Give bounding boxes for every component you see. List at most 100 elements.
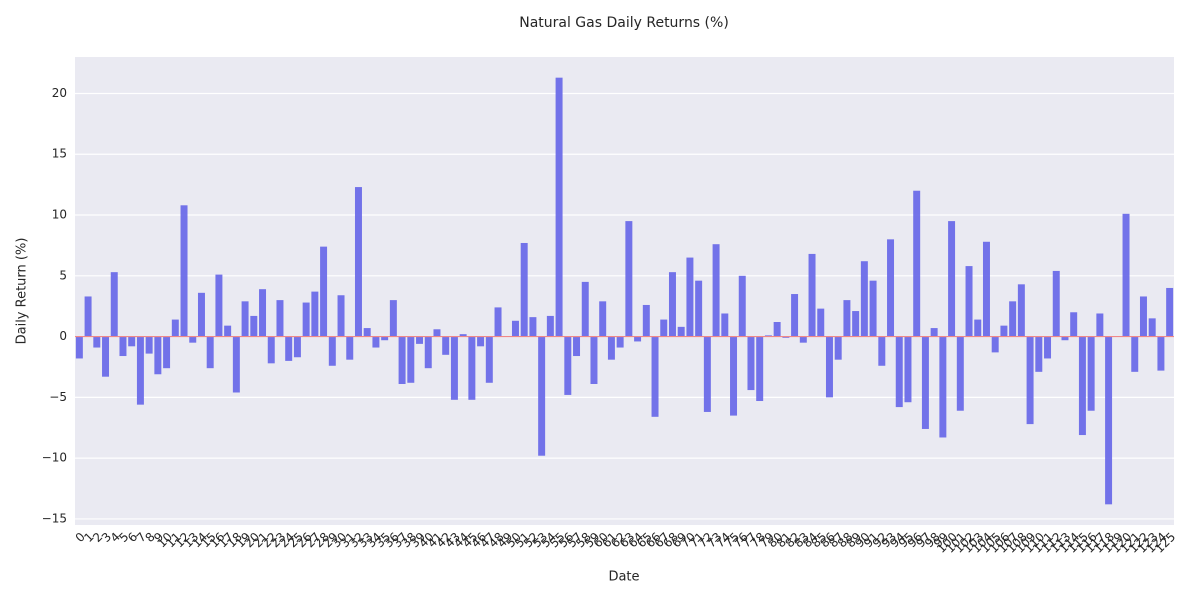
bar bbox=[241, 301, 249, 337]
bar bbox=[346, 336, 354, 360]
bar bbox=[154, 336, 162, 375]
bar bbox=[607, 336, 615, 360]
y-tick-label: −10 bbox=[42, 451, 67, 465]
bar bbox=[974, 319, 982, 337]
bar bbox=[259, 289, 267, 337]
bar bbox=[311, 291, 319, 337]
bar bbox=[328, 336, 336, 366]
bar bbox=[1070, 312, 1078, 337]
bar bbox=[799, 336, 807, 343]
bar bbox=[1052, 270, 1060, 337]
bar bbox=[224, 325, 232, 337]
bar bbox=[1087, 336, 1095, 411]
bar bbox=[450, 336, 458, 400]
bar bbox=[852, 311, 860, 337]
bar bbox=[511, 320, 519, 337]
bar bbox=[1139, 296, 1147, 337]
bar bbox=[1017, 284, 1025, 337]
bar bbox=[1035, 336, 1043, 372]
bar bbox=[764, 335, 772, 337]
bar bbox=[267, 336, 275, 364]
bar bbox=[320, 246, 328, 337]
bar bbox=[660, 319, 668, 337]
bar bbox=[930, 328, 938, 337]
bar bbox=[1026, 336, 1034, 425]
bar bbox=[1009, 301, 1017, 337]
bar bbox=[206, 336, 214, 369]
bar bbox=[171, 319, 179, 337]
bar bbox=[860, 261, 868, 337]
bar bbox=[773, 321, 781, 337]
bar bbox=[197, 292, 205, 337]
bar bbox=[337, 295, 345, 337]
bar bbox=[1096, 313, 1104, 337]
bar bbox=[215, 274, 223, 337]
bar bbox=[1122, 213, 1130, 337]
y-tick-label: −5 bbox=[49, 390, 67, 404]
bar bbox=[433, 329, 441, 337]
bar bbox=[887, 239, 895, 337]
bar bbox=[982, 241, 990, 337]
bar bbox=[677, 326, 685, 337]
bar bbox=[1061, 336, 1069, 341]
bar bbox=[555, 77, 563, 337]
bar bbox=[616, 336, 624, 348]
bar bbox=[145, 336, 153, 354]
bar bbox=[442, 336, 450, 355]
bar bbox=[110, 272, 118, 337]
bar bbox=[398, 336, 406, 384]
bar bbox=[564, 336, 572, 395]
bar bbox=[128, 336, 136, 347]
bar bbox=[939, 336, 947, 438]
bar bbox=[1000, 325, 1008, 337]
bar bbox=[520, 242, 528, 337]
bar bbox=[1105, 336, 1113, 505]
bar bbox=[1166, 287, 1174, 337]
bar bbox=[712, 244, 720, 337]
bar bbox=[721, 313, 729, 337]
bar bbox=[485, 336, 493, 383]
x-axis-label: Date bbox=[608, 570, 639, 585]
bar bbox=[232, 336, 240, 393]
bar bbox=[695, 280, 703, 337]
bar bbox=[730, 336, 738, 416]
bar bbox=[546, 315, 554, 337]
y-tick-label: 15 bbox=[52, 147, 67, 161]
bar bbox=[869, 280, 877, 337]
bar bbox=[599, 301, 607, 337]
bar bbox=[136, 336, 144, 405]
bar bbox=[808, 253, 816, 337]
bar bbox=[424, 336, 432, 369]
bar bbox=[477, 336, 485, 347]
y-axis-label: Daily Return (%) bbox=[15, 238, 30, 345]
bar bbox=[581, 281, 589, 337]
bar bbox=[102, 336, 110, 377]
bar bbox=[686, 257, 694, 337]
bar bbox=[878, 336, 886, 366]
bar bbox=[642, 304, 650, 337]
bar bbox=[913, 190, 921, 337]
bar bbox=[363, 328, 371, 337]
bar bbox=[302, 302, 310, 337]
bar bbox=[75, 336, 83, 359]
bar bbox=[1131, 336, 1139, 372]
bar bbox=[180, 205, 188, 337]
bar bbox=[634, 336, 642, 342]
bar bbox=[843, 300, 851, 337]
bar bbox=[276, 300, 284, 337]
bar bbox=[354, 187, 362, 337]
y-tick-label: 20 bbox=[52, 86, 67, 100]
bar bbox=[468, 336, 476, 400]
bar bbox=[965, 266, 973, 337]
y-tick-label: 0 bbox=[59, 329, 67, 343]
bar bbox=[703, 336, 711, 412]
bar bbox=[285, 336, 293, 361]
bar bbox=[372, 336, 380, 348]
bar bbox=[590, 336, 598, 384]
bar bbox=[948, 221, 956, 337]
y-tick-label: −15 bbox=[42, 511, 67, 525]
bar bbox=[791, 294, 799, 337]
bar bbox=[189, 336, 197, 343]
bar bbox=[293, 336, 301, 358]
